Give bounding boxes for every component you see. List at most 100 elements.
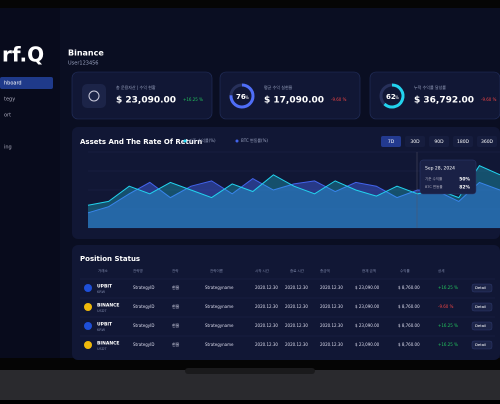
currency: USDT <box>97 347 107 351</box>
table-header: 총금액 <box>320 268 330 273</box>
table-cell: 2020.12.30 <box>285 285 308 290</box>
detail-button[interactable] <box>471 340 493 350</box>
table-cell: 2020.12.30 <box>285 323 308 328</box>
legend-label: BTC 변동률(%) <box>241 137 268 143</box>
menu-item[interactable]: tegy <box>4 97 15 103</box>
table-cell: 2020.12.30 <box>285 342 308 347</box>
card-label: 평균 수익 실현율 <box>264 84 293 90</box>
card-change: -9.60 % <box>481 97 497 102</box>
sidebar <box>0 8 60 358</box>
table-cell: 2020.12.30 <box>255 323 278 328</box>
detail-button[interactable] <box>471 321 493 331</box>
table-header: 시작 시간 <box>255 268 270 273</box>
table-cell: Strategyname <box>205 342 234 347</box>
exchange-icon <box>84 303 92 311</box>
table-title: Position Status <box>80 255 140 263</box>
table-cell: 현물 <box>172 341 180 347</box>
range-label[interactable]: 360D <box>481 139 494 145</box>
table-cell: 2020.12.30 <box>255 304 278 309</box>
ring-value: 76 <box>236 93 246 101</box>
legend-dot <box>183 139 187 143</box>
table-cell: 2020.12.30 <box>320 304 343 309</box>
table-cell: 2020.12.30 <box>255 342 278 347</box>
table-cell: $ 8,760.00 <box>398 304 420 309</box>
currency: KRW <box>97 290 106 294</box>
menu-active <box>0 77 53 89</box>
table-cell: StrategyID <box>133 285 154 290</box>
range-button[interactable] <box>429 136 449 147</box>
table-cell: 2020.12.30 <box>255 285 278 290</box>
table-header: 전략 <box>172 268 179 273</box>
laptop-base <box>0 370 500 400</box>
table-cell: $ 23,090.00 <box>355 304 380 309</box>
exchange-title: Binance <box>68 49 104 58</box>
card-label: 총 운용자산 | 수익 현황 <box>116 84 156 90</box>
menu-item[interactable]: hboard <box>4 81 22 87</box>
table-cell: 현물 <box>172 284 180 290</box>
table-cell: 2020.12.30 <box>320 323 343 328</box>
exchange-icon <box>84 322 92 330</box>
currency: USDT <box>97 309 107 313</box>
exchange-name: BINANCE <box>97 303 120 309</box>
detail-label[interactable]: Detail <box>475 323 486 328</box>
table-cell: Strategyname <box>205 323 234 328</box>
exchange-icon <box>84 284 92 292</box>
chart-title: Assets And The Rate Of Return <box>80 138 202 146</box>
table-cell: 현물 <box>172 303 180 309</box>
detail-label[interactable]: Detail <box>475 304 486 309</box>
area-fill <box>88 178 500 228</box>
range-label[interactable]: 180D <box>457 139 470 145</box>
table-header: 종료 시간 <box>290 268 305 273</box>
exchange-icon <box>84 341 92 349</box>
ring-unit: % <box>245 95 249 100</box>
detail-label[interactable]: Detail <box>475 342 486 347</box>
table-cell: -9.60 % <box>438 304 454 309</box>
range-button[interactable] <box>477 136 497 147</box>
table-cell: $ 8,760.00 <box>398 342 420 347</box>
table-cell: +16.25 % <box>438 342 458 347</box>
table-cell: +16.25 % <box>438 285 458 290</box>
stat-card <box>369 71 500 120</box>
detail-button[interactable] <box>471 283 493 293</box>
table-header: 전략명 <box>133 268 143 273</box>
ring-progress <box>383 83 405 109</box>
table-header: 현재 금액 <box>362 268 376 273</box>
detail-button[interactable] <box>471 302 493 312</box>
card-amount: $ 23,090.00 <box>116 96 176 106</box>
range-button[interactable] <box>405 136 425 147</box>
pie-icon <box>88 90 100 102</box>
range-button[interactable] <box>453 136 473 147</box>
card-change: +16.25 % <box>183 97 203 102</box>
chart-panel <box>72 127 500 239</box>
ring-value: 62 <box>386 93 396 101</box>
table-cell: Strategyname <box>205 304 234 309</box>
exchange-name: UPBIT <box>97 284 113 290</box>
table-cell: StrategyID <box>133 304 154 309</box>
menu-item[interactable]: ort <box>4 113 11 119</box>
table-cell: StrategyID <box>133 342 154 347</box>
logo: rf.Q <box>2 43 44 67</box>
table-cell: 현물 <box>172 322 180 328</box>
card-amount: $ 17,090.00 <box>264 96 324 106</box>
range-label[interactable]: 7D <box>388 139 395 145</box>
table-cell: +16.25 % <box>438 323 458 328</box>
hinge <box>185 368 315 374</box>
card-icon <box>82 84 106 108</box>
table-header: 전략이름 <box>210 268 224 273</box>
area-fill <box>88 165 500 228</box>
exchange-name: UPBIT <box>97 322 113 328</box>
table-cell: Strategyname <box>205 285 234 290</box>
card-label: 누적 수익률 달성률 <box>414 84 446 90</box>
range-label[interactable]: 90D <box>434 139 444 145</box>
table-header: 거래소 <box>98 268 108 273</box>
tooltip <box>419 159 477 195</box>
stat-card <box>71 71 213 120</box>
range-label[interactable]: 30D <box>410 139 420 145</box>
menu-item[interactable]: ing <box>4 145 12 151</box>
range-button[interactable] <box>381 136 401 147</box>
table-cell: $ 23,090.00 <box>355 323 380 328</box>
legend-label: 기준 수익률(%) <box>189 137 216 143</box>
detail-label[interactable]: Detail <box>475 285 486 290</box>
table-cell: StrategyID <box>133 323 154 328</box>
